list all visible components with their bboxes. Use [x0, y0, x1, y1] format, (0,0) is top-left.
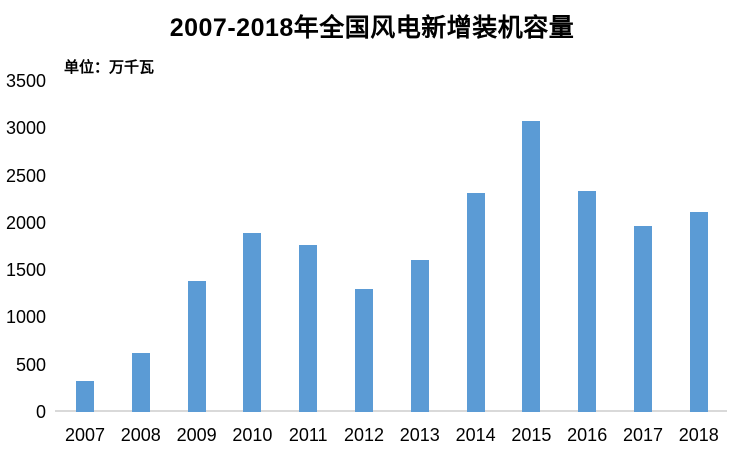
x-tick-label-2010: 2010 — [232, 425, 273, 445]
y-tick-label-500: 500 — [15, 354, 46, 375]
bar-2017 — [634, 226, 652, 412]
bar-2012 — [355, 289, 373, 412]
x-tick-label-2008: 2008 — [120, 425, 161, 445]
bar-2014 — [466, 192, 485, 412]
x-tick-label-2011: 2011 — [288, 425, 328, 445]
bar-2010 — [243, 232, 262, 412]
y-tick-label-1500: 1500 — [5, 260, 46, 281]
bar-2013 — [410, 259, 429, 412]
y-tick-label-2500: 2500 — [5, 165, 46, 186]
x-tick-label-2012: 2012 — [343, 425, 385, 445]
x-tick-label-2014: 2014 — [455, 425, 496, 445]
bar-2007 — [76, 380, 94, 412]
y-tick-label-1000: 1000 — [5, 307, 46, 328]
y-tick-label-3000: 3000 — [5, 118, 46, 139]
bar-2008 — [131, 352, 150, 412]
x-tick-label-2016: 2016 — [567, 425, 608, 445]
x-tick-label-2017: 2017 — [622, 425, 664, 445]
chart-title: 2007-2018年全国风电新增装机容量 — [169, 14, 575, 42]
y-tick-label-0: 0 — [35, 402, 46, 422]
x-tick-label-2018: 2018 — [678, 425, 719, 445]
bar-2011 — [299, 245, 318, 412]
bar-2009 — [187, 281, 206, 412]
x-tick-label-2007: 2007 — [64, 425, 106, 445]
y-tick-label-3500: 3500 — [5, 71, 46, 91]
x-axis-line — [55, 410, 727, 412]
x-tick-label-2015: 2015 — [511, 425, 552, 445]
bar-2015 — [522, 121, 541, 412]
y-tick-label-2000: 2000 — [5, 212, 46, 233]
bar-2018 — [689, 212, 708, 412]
unit-label: 单位：万千瓦 — [64, 59, 155, 76]
bar-2016 — [578, 190, 597, 412]
x-tick-label-2013: 2013 — [399, 425, 440, 445]
x-tick-label-2009: 2009 — [176, 425, 217, 445]
